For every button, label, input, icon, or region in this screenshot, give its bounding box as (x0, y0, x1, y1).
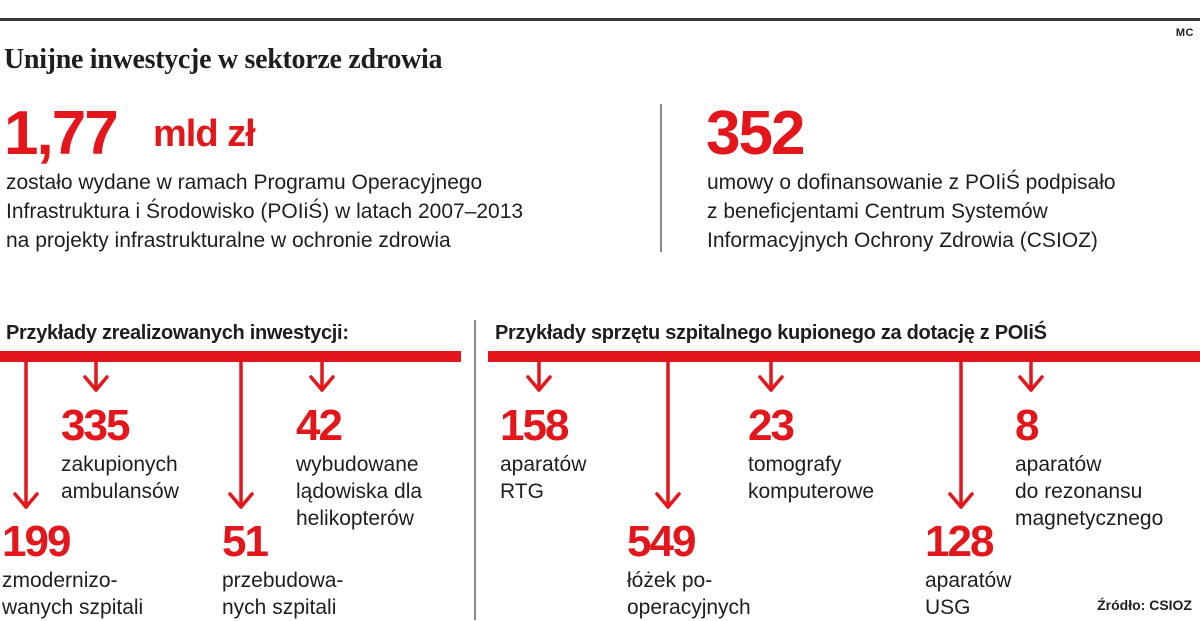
stat-label-line: USG (925, 596, 971, 619)
stat-item: 199 zmodernizo- wanych szpitali (2, 520, 143, 621)
stat-label-line: operacyjnych (627, 596, 751, 619)
stat-item: 128 aparatów USG (925, 520, 1011, 621)
arrow-down-icon (309, 358, 335, 392)
stat-label-line: RTG (500, 480, 544, 503)
headline-right-value: 352 (706, 99, 805, 168)
arrow-down-icon (655, 358, 681, 509)
byline: MC (1175, 27, 1194, 39)
stat-item: 51 przebudowa- nych szpitali (222, 520, 343, 621)
stat-label-line: nych szpitali (222, 596, 337, 619)
stat-label-line: komputerowe (748, 480, 875, 503)
headline-right-description: umowy o dofinansowanie z POIiŚ podpisało… (707, 168, 1116, 255)
headline-left-description: zostało wydane w ramach Programu Operacy… (6, 168, 523, 255)
stat-label-line: aparatów (925, 569, 1012, 592)
stat-label-line: lądowiska dla (296, 480, 423, 503)
infographic-title: Unijne inwestycje w sektorze zdrowia (4, 44, 443, 75)
stat-label-line: aparatów (1015, 453, 1102, 476)
stat-label: zmodernizo- wanych szpitali (2, 567, 143, 621)
description-line: zostało wydane w ramach Programu Operacy… (6, 171, 483, 194)
stat-label-line: magnetycznego (1015, 507, 1164, 530)
stat-label: aparatów RTG (500, 451, 586, 505)
stat-label-line: zmodernizo- (2, 569, 118, 592)
stat-value: 51 (222, 517, 269, 566)
stat-label-line: zakupionych (61, 453, 178, 476)
stat-item: 549 łóżek po- operacyjnych (627, 520, 751, 621)
stat-label-line: przebudowa- (222, 569, 344, 592)
stat-label: tomografy komputerowe (748, 451, 874, 505)
arrow-down-icon (758, 358, 784, 392)
stat-value: 158 (500, 401, 569, 450)
stat-label: łóżek po- operacyjnych (627, 567, 751, 621)
stat-item: 42 wybudowane lądowiska dla helikopterów (296, 404, 422, 532)
stat-label-line: do rezonansu (1015, 480, 1143, 503)
arrow-down-icon (13, 358, 39, 509)
headline-divider (660, 104, 662, 252)
headline-left-value: 1,77 (4, 99, 119, 168)
description-line: Infrastruktura i Środowisko (POIiŚ) w la… (6, 200, 524, 223)
arrow-down-icon (83, 358, 109, 392)
stat-label-line: tomografy (748, 453, 842, 476)
stat-value: 42 (296, 401, 343, 450)
description-line: umowy o dofinansowanie z POIiŚ podpisało (707, 171, 1116, 194)
description-line: na projekty infrastrukturalne w ochronie… (6, 229, 451, 252)
stat-value: 128 (925, 517, 994, 566)
sections-divider (474, 320, 476, 620)
stat-value: 549 (627, 517, 696, 566)
arrow-down-icon (948, 358, 974, 509)
stat-item: 335 zakupionych ambulansów (61, 404, 179, 505)
stat-label: wybudowane lądowiska dla helikopterów (296, 451, 422, 532)
stat-label: aparatów USG (925, 567, 1011, 621)
equipment-heading: Przykłady sprzętu szpitalnego kupionego … (495, 322, 1047, 344)
description-line: z beneficjentami Centrum Systemów (707, 200, 1048, 223)
stat-label: zakupionych ambulansów (61, 451, 179, 505)
source-note: Źródło: CSIOZ (1097, 597, 1192, 613)
arrow-down-icon (526, 358, 552, 392)
arrow-down-icon (228, 358, 254, 509)
stat-label: przebudowa- nych szpitali (222, 567, 343, 621)
arrow-down-icon (1018, 358, 1044, 392)
stat-label-line: ambulansów (61, 480, 179, 503)
investments-heading: Przykłady zrealizowanych inwestycji: (6, 322, 349, 344)
stat-value: 335 (61, 401, 130, 450)
stat-value: 8 (1015, 401, 1039, 450)
top-rule (0, 18, 1200, 21)
stat-label: aparatów do rezonansu magnetycznego (1015, 451, 1163, 532)
stat-item: 23 tomografy komputerowe (748, 404, 874, 505)
equipment-red-bar (488, 351, 1200, 362)
stat-label-line: wanych szpitali (2, 596, 144, 619)
description-line: Informacyjnych Ochrony Zdrowia (CSIOZ) (707, 229, 1098, 252)
stat-label-line: aparatów (500, 453, 587, 476)
stat-value: 199 (2, 517, 71, 566)
stat-label-line: wybudowane (296, 453, 419, 476)
investments-red-bar (0, 351, 461, 362)
headline-left-unit: mld zł (153, 113, 256, 155)
stat-label-line: helikopterów (296, 507, 414, 530)
stat-item: 8 aparatów do rezonansu magnetycznego (1015, 404, 1163, 532)
stat-label-line: łóżek po- (627, 569, 713, 592)
stat-value: 23 (748, 401, 795, 450)
stat-item: 158 aparatów RTG (500, 404, 586, 505)
